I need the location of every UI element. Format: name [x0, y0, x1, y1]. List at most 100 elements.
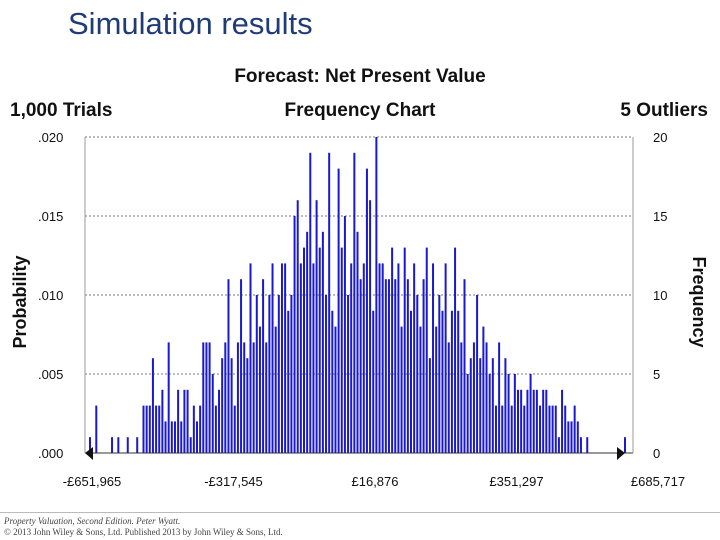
y-tick-label: .000	[38, 446, 63, 461]
histogram-bar	[476, 295, 479, 453]
histogram-bar	[340, 247, 343, 453]
histogram-bar	[95, 405, 98, 453]
histogram-bar	[482, 326, 485, 453]
histogram-bar	[299, 263, 302, 453]
histogram-bar	[532, 389, 535, 453]
histogram-bar	[444, 263, 447, 453]
histogram-bar	[318, 247, 321, 453]
x-tick-label: £685,717	[631, 474, 685, 489]
histogram-bar	[410, 310, 412, 453]
histogram-bar	[296, 200, 299, 453]
histogram-bar	[258, 326, 261, 453]
histogram-bar	[570, 421, 573, 453]
frequency-chart: .000 0 .005 5 .010 10 .015 15 .020 20 -£651,965 -£3…	[10, 130, 709, 489]
histogram-bar	[479, 358, 482, 453]
y-axis-right-title: Frequency	[689, 256, 709, 347]
histogram-bar	[375, 137, 378, 453]
histogram-bar	[189, 437, 192, 453]
histogram-bar	[491, 358, 494, 453]
histogram-bar	[460, 342, 463, 453]
histogram-bar	[406, 279, 409, 453]
histogram-bar	[576, 421, 579, 453]
histogram-bar	[158, 405, 161, 453]
histogram-bar	[416, 295, 419, 453]
gridlines	[85, 136, 633, 375]
histogram-bar	[624, 437, 626, 453]
histogram-bar	[529, 374, 532, 453]
histogram-bar	[372, 310, 375, 453]
histogram-bar	[356, 231, 359, 453]
histogram-bar	[494, 405, 497, 453]
footer-citation: Property Valuation, Second Edition. Pete…	[4, 516, 181, 526]
x-tick-label: -£317,545	[204, 474, 263, 489]
y-right-tick-label: 5	[653, 367, 660, 382]
histogram-bar	[526, 389, 529, 453]
chart-title: Forecast: Net Present Value	[234, 66, 486, 87]
histogram-bar	[561, 389, 564, 453]
outliers-count: 5 Outliers	[620, 100, 708, 121]
histogram-bar	[155, 405, 158, 453]
histogram-bar	[246, 358, 249, 453]
histogram-bar	[164, 421, 167, 453]
histogram-bar	[435, 326, 438, 453]
histogram-bar	[255, 295, 258, 453]
histogram-bar	[498, 342, 501, 453]
histogram-bar	[425, 247, 428, 453]
histogram-bar	[271, 263, 274, 453]
histogram-bar	[384, 279, 387, 453]
histogram-bar	[469, 358, 472, 453]
histogram-bar	[343, 216, 346, 453]
histogram-bar	[331, 310, 334, 453]
histogram-bar	[403, 247, 406, 453]
histogram-bar	[315, 200, 318, 453]
histogram-bar	[454, 247, 457, 453]
histogram-bar	[365, 168, 368, 453]
histogram-bar	[205, 342, 208, 453]
histogram-bar	[535, 389, 538, 453]
histogram-bar	[309, 152, 312, 454]
histogram-bar	[567, 421, 570, 453]
histogram-bar	[422, 279, 425, 453]
histogram-bar	[262, 279, 265, 453]
histogram-bar	[378, 263, 381, 453]
histogram-bar	[192, 405, 195, 453]
x-tick-label: £351,297	[489, 474, 543, 489]
histogram-bar	[413, 263, 416, 453]
histogram-bar	[249, 263, 252, 453]
histogram-bar	[227, 279, 230, 453]
histogram-bar	[353, 152, 356, 454]
histogram-bar	[472, 342, 475, 453]
histogram-bar	[517, 389, 519, 453]
histogram-bar	[359, 279, 362, 453]
histogram-bar	[557, 437, 560, 453]
histogram-bar	[387, 279, 390, 453]
histogram-bar	[170, 421, 173, 453]
histogram-bar	[548, 405, 551, 453]
bars	[89, 137, 626, 454]
histogram-bar	[466, 374, 469, 453]
y-right-tick-label: 10	[653, 288, 667, 303]
histogram-bar	[523, 405, 526, 453]
histogram-bar	[463, 279, 466, 453]
histogram-bar	[148, 405, 151, 453]
histogram-bar	[397, 263, 400, 453]
histogram-bar	[312, 263, 315, 453]
histogram-bar	[211, 374, 214, 453]
histogram-bar	[293, 216, 296, 453]
histogram-bar	[111, 437, 114, 453]
histogram-bar	[161, 389, 164, 453]
histogram-bar	[167, 342, 170, 453]
histogram-bar	[488, 374, 491, 453]
axis-ticks: .000 0 .005 5 .010 10 .015 15 .020 20 -£651,965 -£3…	[38, 130, 685, 489]
y-tick-label: .020	[38, 130, 63, 145]
slide-title: Simulation results	[68, 6, 313, 41]
histogram-bar	[520, 389, 523, 453]
histogram-bar	[145, 405, 148, 453]
histogram-bar	[564, 405, 567, 453]
histogram-bar	[507, 374, 510, 453]
y-axis-title: Probability	[10, 255, 30, 348]
footer-copyright: © 2013 John Wiley & Sons, Ltd. Published…	[4, 527, 283, 537]
histogram-bar	[545, 389, 548, 453]
histogram-bar	[321, 231, 324, 453]
histogram-bar	[243, 342, 246, 453]
